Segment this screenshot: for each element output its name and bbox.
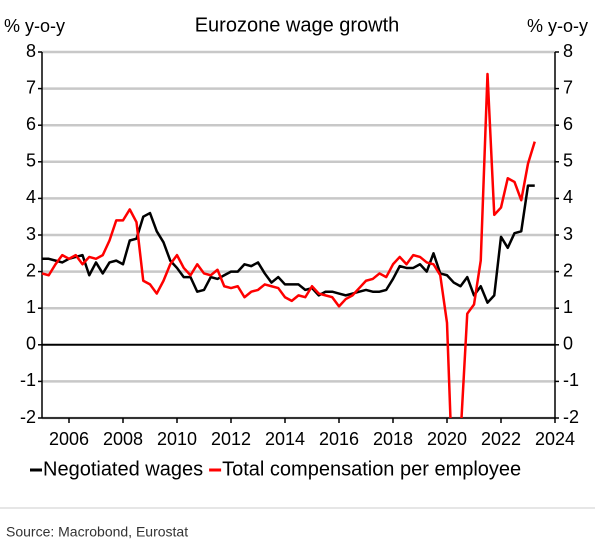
y-tick-label: 1 <box>26 297 36 317</box>
y2-tick-label: -2 <box>563 407 579 427</box>
series-line <box>41 72 536 418</box>
y-tick-label: 7 <box>26 77 36 97</box>
x-tick-label: 2010 <box>157 429 197 449</box>
series-line <box>42 184 535 304</box>
legend-label: Total compensation per employee <box>222 458 521 480</box>
x-tick-label: 2016 <box>319 429 359 449</box>
source: Source: Macrobond, Eurostat <box>6 524 188 540</box>
chart-title: Eurozone wage growth <box>195 14 400 36</box>
y-tick-label: -2 <box>20 407 36 427</box>
y-tick-label: 6 <box>26 114 36 134</box>
legend-label: Negotiated wages <box>43 458 203 480</box>
y2-tick-label: 0 <box>563 334 573 354</box>
y-tick-label: 4 <box>26 187 36 207</box>
y2-tick-label: 3 <box>563 224 573 244</box>
y2-tick-label: 6 <box>563 114 573 134</box>
y-tick-label: -1 <box>20 370 36 390</box>
x-tick-label: 2024 <box>535 429 575 449</box>
plot-area <box>41 72 536 418</box>
y-tick-label: 0 <box>26 334 36 354</box>
y2-tick-label: 8 <box>563 41 573 61</box>
y2-tick-label: 2 <box>563 260 573 280</box>
y2-tick-label: 1 <box>563 297 573 317</box>
y-tick-label: 3 <box>26 224 36 244</box>
y2-tick-label: 7 <box>563 77 573 97</box>
y2-axis-label: % y-o-y <box>527 16 588 36</box>
x-tick-label: 2006 <box>49 429 89 449</box>
x-tick-label: 2018 <box>373 429 413 449</box>
x-tick-label: 2012 <box>211 429 251 449</box>
x-tick-label: 2020 <box>427 429 467 449</box>
y2-tick-label: 4 <box>563 187 573 207</box>
x-tick-label: 2014 <box>265 429 305 449</box>
y-tick-label: 2 <box>26 260 36 280</box>
y-tick-label: 8 <box>26 41 36 61</box>
y-tick-label: 5 <box>26 151 36 171</box>
x-tick-label: 2022 <box>481 429 521 449</box>
y2-tick-label: 5 <box>563 151 573 171</box>
x-tick-label: 2008 <box>103 429 143 449</box>
y2-tick-label: -1 <box>563 370 579 390</box>
y-axis-label: % y-o-y <box>4 16 65 36</box>
